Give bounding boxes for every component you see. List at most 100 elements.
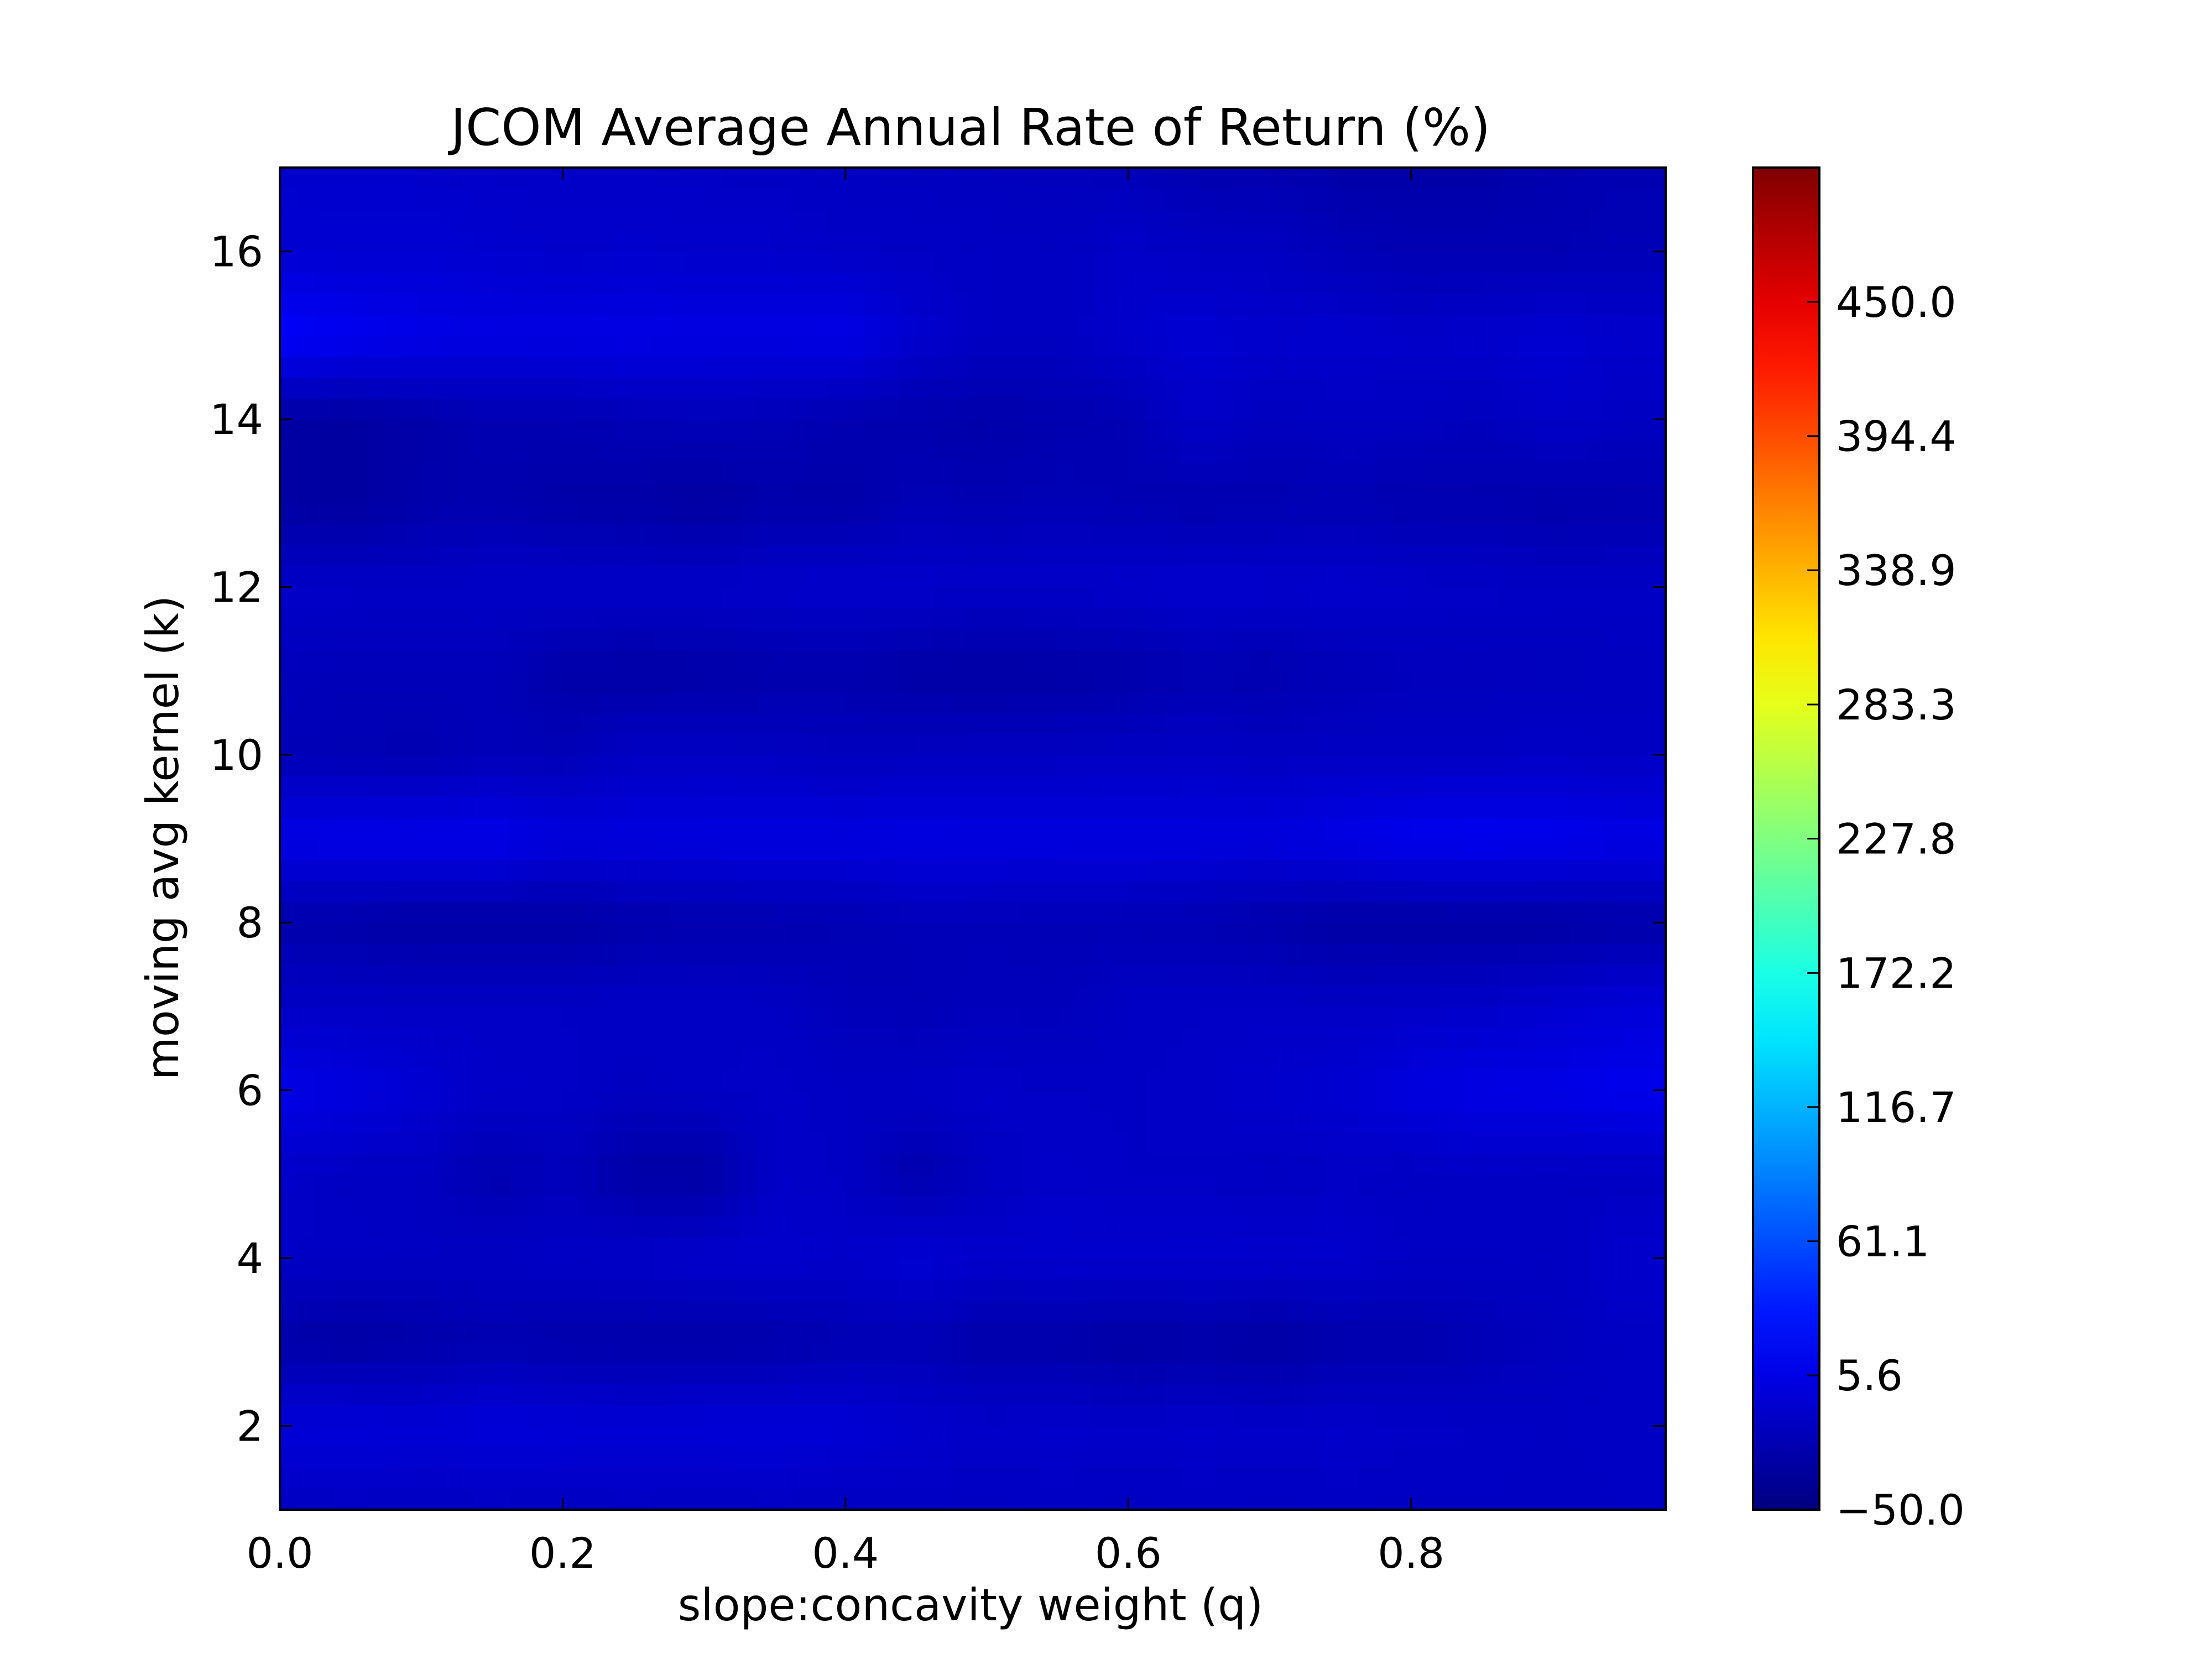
heatmap-cell [615,964,634,986]
heatmap-cell [1128,1195,1147,1217]
heatmap-cell [598,1468,617,1489]
heatmap-cell [1481,230,1500,252]
heatmap-cell [1535,398,1553,420]
heatmap-cell [492,1426,510,1447]
heatmap-cell [880,880,899,902]
heatmap-cell [439,1342,457,1364]
heatmap-cell [1110,796,1129,818]
heatmap-cell [739,1174,758,1196]
heatmap-cell [1110,1489,1129,1510]
heatmap-cell [757,629,775,650]
heatmap-cell [987,1279,1005,1301]
heatmap-cell [1358,545,1376,567]
heatmap-cell [1234,1048,1253,1070]
heatmap-cell [439,775,457,797]
heatmap-cell [562,272,581,294]
heatmap-cell [1128,1237,1147,1259]
heatmap-cell [669,1237,687,1259]
heatmap-cell [615,566,634,588]
heatmap-cell [1393,566,1412,588]
heatmap-cell [350,1111,369,1133]
heatmap-cell [474,1426,493,1447]
heatmap-cell [1570,1174,1589,1196]
heatmap-cell [987,356,1005,378]
heatmap-cell [1446,1111,1465,1133]
heatmap-cell [633,566,652,588]
heatmap-cell [916,1489,935,1510]
heatmap-cell [385,1195,404,1217]
heatmap-cell [775,650,793,671]
heatmap-cell [1234,335,1253,357]
heatmap-cell [1552,1153,1571,1175]
heatmap-cell [598,671,617,692]
heatmap-cell [332,188,351,210]
heatmap-cell [1340,1174,1359,1196]
heatmap-cell [1446,1363,1465,1385]
heatmap-cell [421,817,440,839]
heatmap-cell [439,440,457,462]
heatmap-cell [1075,1363,1094,1385]
heatmap-cell [1217,1153,1235,1175]
heatmap-cell [1057,608,1076,630]
heatmap-cell [863,335,881,357]
heatmap-cell [1217,901,1235,923]
heatmap-cell [280,1237,298,1259]
heatmap-cell [527,1216,546,1238]
heatmap-cell [827,566,846,588]
heatmap-cell [403,1489,422,1510]
heatmap-cell [1322,964,1341,986]
heatmap-cell [456,251,475,273]
heatmap-cell [686,796,705,818]
heatmap-cell [686,230,705,252]
heatmap-cell [1393,482,1412,504]
heatmap-cell [1570,1006,1589,1028]
heatmap-cell [1199,377,1217,399]
heatmap-cell [1570,1027,1589,1049]
heatmap-cell [315,650,333,671]
heatmap-cell [1004,1426,1023,1447]
heatmap-cell [545,775,564,797]
heatmap-cell [1199,293,1217,315]
heatmap-cell [633,880,652,902]
heatmap-cell [1146,524,1165,546]
heatmap-cell [1110,838,1129,860]
heatmap-cell [1481,692,1500,713]
heatmap-cell [1464,901,1483,923]
heatmap-cell [456,608,475,630]
heatmap-cell [1605,1342,1624,1364]
heatmap-cell [933,1363,952,1385]
heatmap-cell [1658,1342,1666,1364]
heatmap-cell [1146,650,1165,671]
heatmap-cell [1464,1153,1483,1175]
heatmap-cell [1217,1426,1235,1447]
heatmap-cell [1270,461,1288,483]
heatmap-cell [757,1111,775,1133]
heatmap-cell [1411,713,1430,734]
heatmap-cell [403,608,422,630]
heatmap-cell [403,1174,422,1196]
heatmap-cell [933,419,952,441]
heatmap-cell [1340,880,1359,902]
heatmap-cell [651,1111,670,1133]
heatmap-cell [315,1300,333,1322]
heatmap-cell [1128,1363,1147,1385]
heatmap-cell [1164,1489,1182,1510]
heatmap-cell [1075,1111,1094,1133]
heatmap-cell [1093,1279,1112,1301]
heatmap-cell [1252,335,1270,357]
heatmap-cell [598,1321,617,1343]
heatmap-cell [1641,817,1660,839]
heatmap-cell [739,775,758,797]
heatmap-cell [1570,1342,1589,1364]
heatmap-cell [1552,1195,1571,1217]
heatmap-cell [1305,272,1323,294]
heatmap-cell [969,650,988,671]
heatmap-cell [509,587,528,609]
heatmap-cell [792,901,811,923]
heatmap-cell [1110,419,1129,441]
heatmap-cell [722,1258,740,1280]
heatmap-cell [651,1237,670,1259]
heatmap-cell [1375,964,1394,986]
heatmap-cell [545,1237,564,1259]
heatmap-cell [1393,1300,1412,1322]
